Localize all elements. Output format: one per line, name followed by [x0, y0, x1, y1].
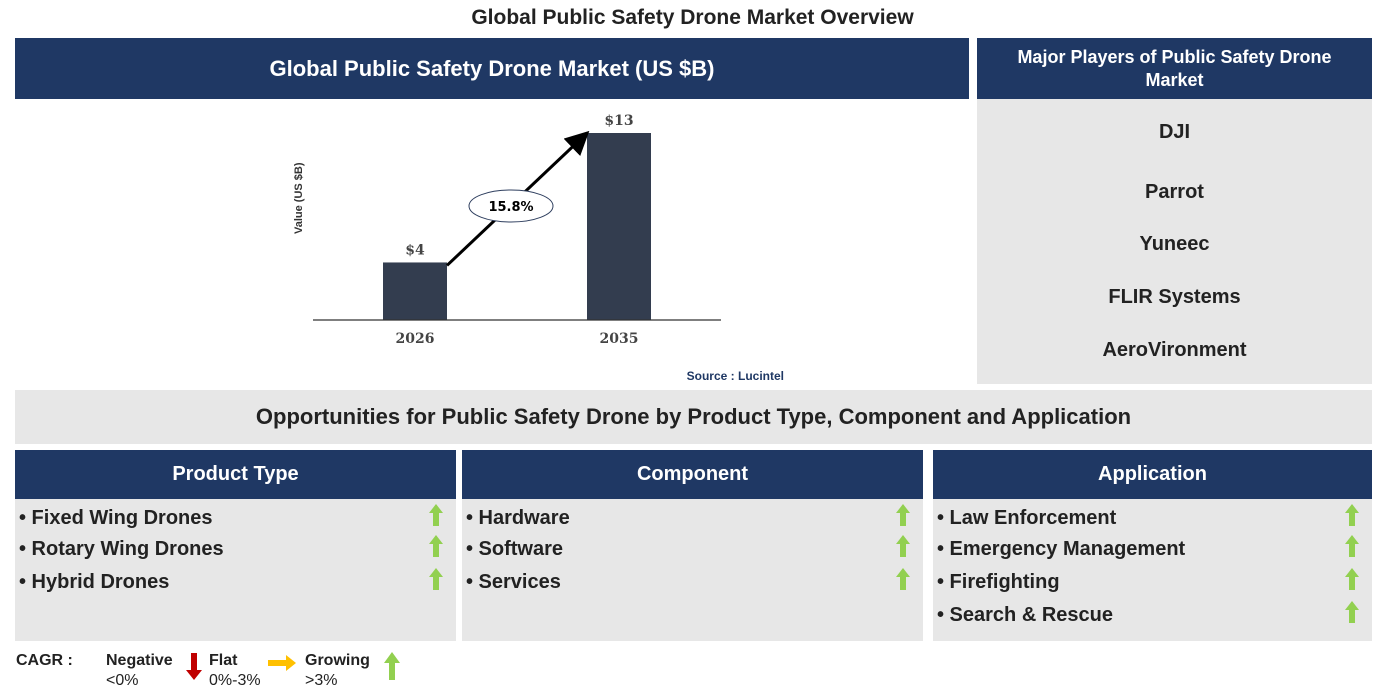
- column-item: • Fixed Wing Drones: [19, 507, 213, 529]
- column-header: Product Type: [15, 450, 456, 499]
- column-item: • Hybrid Drones: [19, 571, 170, 593]
- player-item: DJI: [1158, 121, 1191, 143]
- player-item: Yuneec: [1139, 233, 1210, 255]
- column-item: • Emergency Management: [937, 538, 1186, 560]
- player-item: AeroVironment: [1102, 339, 1247, 361]
- up-arrow-icon: [1345, 601, 1359, 623]
- column-item: • Law Enforcement: [937, 507, 1117, 529]
- legend-flat-range: 0%-3%: [209, 672, 261, 689]
- player-item: Parrot: [1145, 181, 1204, 203]
- page-title: Global Public Safety Drone Market Overvi…: [471, 6, 914, 29]
- column-item: • Search & Rescue: [937, 604, 1113, 626]
- y-axis-label: Value (US $B): [293, 162, 305, 234]
- column-panel: [462, 499, 923, 641]
- legend-flat: Flat 0%-3%: [209, 651, 261, 691]
- up-arrow-icon: [429, 504, 443, 526]
- column-header: Application: [933, 450, 1372, 499]
- data-label: $13: [604, 113, 633, 129]
- legend-negative-range: <0%: [106, 672, 139, 689]
- legend-growing-label: Growing: [305, 652, 370, 669]
- column-item: • Firefighting: [937, 571, 1060, 593]
- source-label: Source : Lucintel: [687, 369, 784, 383]
- legend-negative: Negative <0%: [106, 651, 173, 691]
- right-arrow-icon: [268, 655, 296, 671]
- up-arrow-icon: [1345, 504, 1359, 526]
- legend-cagr-label: CAGR :: [16, 652, 73, 669]
- opportunities-header: Opportunities for Public Safety Drone by…: [15, 390, 1372, 444]
- column-panel: [15, 499, 456, 641]
- column-item: • Software: [466, 538, 564, 560]
- up-arrow-icon: [1345, 535, 1359, 557]
- player-item: FLIR Systems: [1108, 286, 1241, 308]
- bar-2026: [383, 262, 447, 320]
- up-arrow-icon: [896, 535, 910, 557]
- up-arrow-icon: [896, 568, 910, 590]
- cagr-label: 15.8%: [488, 200, 533, 215]
- up-arrow-icon: [429, 535, 443, 557]
- x-tick-label: 2035: [600, 331, 639, 347]
- column-panel: [933, 499, 1372, 641]
- column-item: • Hardware: [466, 507, 570, 529]
- players-header: Major Players of Public Safety Drone Mar…: [977, 38, 1372, 99]
- up-arrow-icon: [384, 652, 400, 680]
- up-arrow-icon: [1345, 568, 1359, 590]
- up-arrow-icon: [896, 504, 910, 526]
- column-item: • Rotary Wing Drones: [19, 538, 224, 560]
- legend-growing: Growing >3%: [305, 651, 370, 691]
- chart-header: Global Public Safety Drone Market (US $B…: [15, 38, 969, 99]
- legend-flat-label: Flat: [209, 652, 238, 669]
- data-label: $4: [405, 242, 425, 258]
- column-item: • Services: [466, 571, 561, 593]
- bar-2035: [587, 133, 651, 320]
- down-arrow-icon: [186, 653, 202, 680]
- legend-growing-range: >3%: [305, 672, 338, 689]
- column-header: Component: [462, 450, 923, 499]
- bar-chart: Value (US $B) $4 2026 $13 2035 15.8% Source…: [293, 113, 784, 383]
- players-panel: [977, 99, 1372, 384]
- up-arrow-icon: [429, 568, 443, 590]
- cagr-ellipse: [468, 189, 554, 223]
- legend-negative-label: Negative: [106, 652, 173, 669]
- x-tick-label: 2026: [396, 331, 435, 347]
